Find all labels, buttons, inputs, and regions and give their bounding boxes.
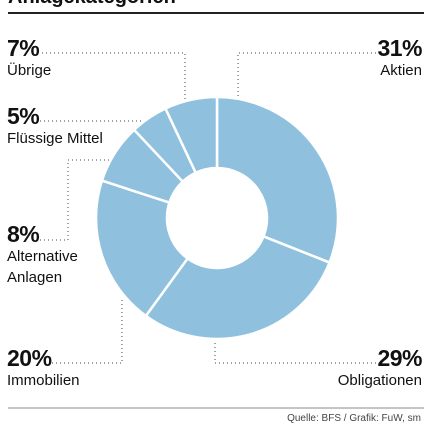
slice xyxy=(94,179,190,318)
slice-label: 31% Aktien xyxy=(302,36,422,81)
value-label: 20% xyxy=(7,345,52,371)
value-label: 7% xyxy=(7,35,40,61)
slice xyxy=(215,95,340,265)
category-label: Flüssige Mittel xyxy=(7,130,103,147)
value-label: 31% xyxy=(377,35,422,61)
chart-title: Anlagekategorien xyxy=(8,0,176,9)
value-label: 29% xyxy=(377,345,422,371)
value-label: 5% xyxy=(7,103,40,129)
source: Quelle: BFS / Grafik: FuW, sm xyxy=(287,413,421,424)
slice xyxy=(163,95,219,175)
slice xyxy=(144,234,332,341)
slice-label: 29% Obligationen xyxy=(302,345,423,391)
category-label: Obligationen xyxy=(337,372,422,389)
category-label: Übrige xyxy=(7,62,52,79)
slice-label: 8% Alternative Anlagen xyxy=(7,222,97,288)
category-label: Alternative Anlagen xyxy=(7,248,78,286)
category-label: Immobilien xyxy=(7,372,80,389)
slice-label: 5% Flüssige Mittel xyxy=(7,104,127,149)
slice-label: 7% Übrige xyxy=(7,36,127,81)
slice-label: 20% Immobilien xyxy=(7,346,127,391)
category-label: Aktien xyxy=(380,62,422,79)
value-label: 8% xyxy=(7,221,40,247)
